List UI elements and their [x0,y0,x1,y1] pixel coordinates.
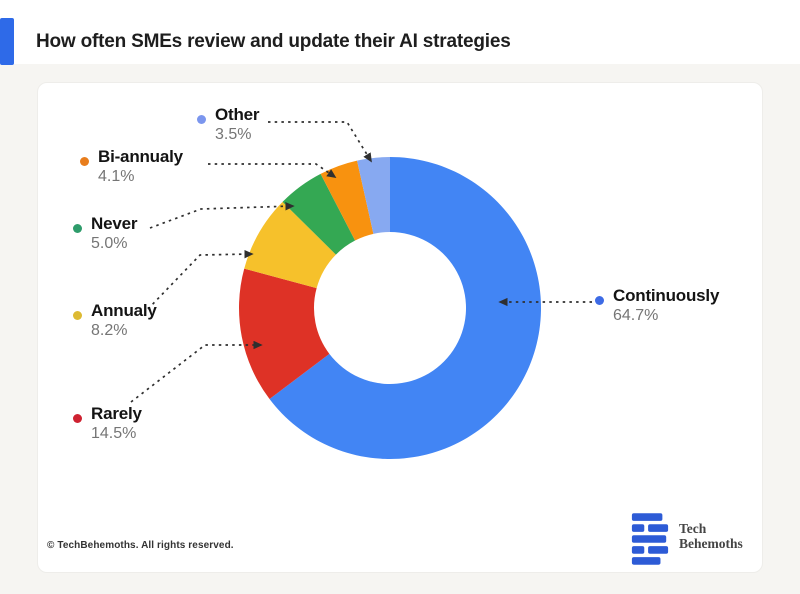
leader-never [149,202,295,229]
leader-rarely [130,340,263,403]
annualy-percent: 8.2% [91,322,128,339]
continuously-label: Continuously [613,286,720,305]
rarely-percent: 14.5% [91,425,137,442]
leader-annualy [147,249,254,310]
continuously-percent: 64.7% [613,307,659,324]
never-dot [73,224,82,233]
leader-other [268,121,372,163]
label-never: Never 5.0% [73,214,137,254]
segment-continuously [269,157,541,459]
segment-annualy [244,201,336,289]
segment-other [357,157,390,234]
page-title: How often SMEs review and update their A… [36,31,511,52]
biannualy-label: Bi-annualy [98,147,183,166]
biannualy-percent: 4.1% [98,168,135,185]
rarely-dot [73,414,82,423]
techbehemoths-logo-icon [631,513,669,565]
other-percent: 3.5% [215,126,252,143]
never-label: Never [91,214,138,233]
logo-text-line2: Behemoths [679,536,743,551]
header: How often SMEs review and update their A… [0,0,800,65]
logo-text-line1: Tech [679,521,707,536]
techbehemoths-logo-text: Tech Behemoths [679,512,743,551]
label-biannualy: Bi-annualy 4.1% [80,147,183,187]
never-percent: 5.0% [91,235,128,252]
label-annualy: Annualy 8.2% [73,301,157,341]
techbehemoths-logo: Tech Behemoths [630,512,743,566]
segment-rarely [239,268,330,400]
rarely-label: Rarely [91,404,142,423]
segment-bi-annualy [320,160,374,241]
copyright-text: © TechBehemoths. All rights reserved. [47,540,234,551]
donut-chart [239,157,541,459]
other-dot [197,115,206,124]
continuously-dot [595,296,604,305]
title-accent-bar [0,18,14,65]
biannualy-dot [80,157,89,166]
label-continuously: Continuously 64.7% [595,286,719,326]
leader-lines [130,121,592,403]
leader-biannualy [208,163,337,178]
segment-never [282,173,356,255]
annualy-dot [73,311,82,320]
other-label: Other [215,105,260,124]
label-other: Other 3.5% [197,105,260,145]
label-rarely: Rarely 14.5% [73,404,142,444]
annualy-label: Annualy [91,301,157,320]
